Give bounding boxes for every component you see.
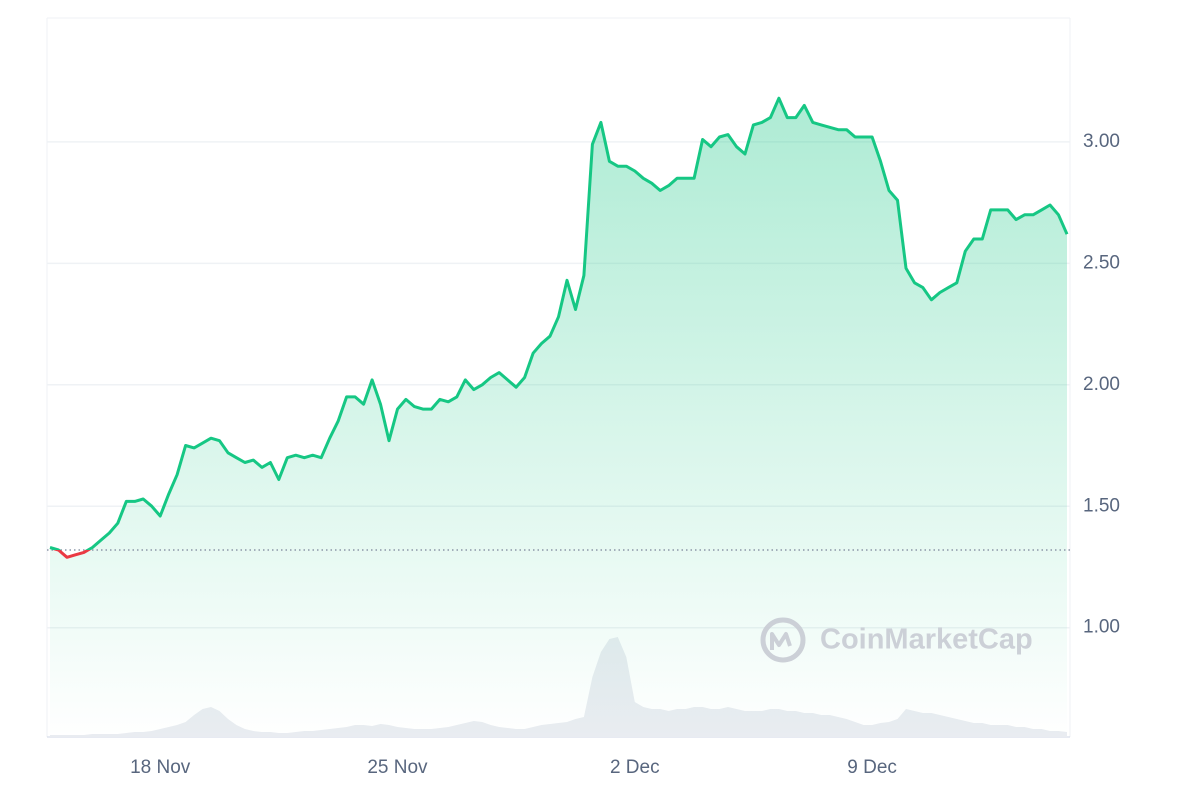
x-tick-label: 18 Nov — [130, 757, 191, 778]
y-tick-label: 1.50 — [1083, 495, 1120, 516]
x-tick-label: 9 Dec — [847, 757, 897, 778]
y-tick-label: 2.00 — [1083, 374, 1120, 395]
y-tick-label: 2.50 — [1083, 252, 1120, 273]
watermark-text: CoinMarketCap — [820, 624, 1033, 656]
price-line — [49, 96, 1069, 559]
y-tick-label: 3.00 — [1083, 131, 1120, 152]
watermark-logo — [770, 632, 792, 650]
watermark-logo — [760, 617, 806, 663]
x-tick-label: 25 Nov — [367, 757, 428, 778]
x-tick-label: 2 Dec — [610, 757, 660, 778]
y-tick-label: 1.00 — [1083, 617, 1120, 638]
watermark: CoinMarketCap — [760, 617, 1033, 663]
price-area — [50, 98, 1067, 737]
